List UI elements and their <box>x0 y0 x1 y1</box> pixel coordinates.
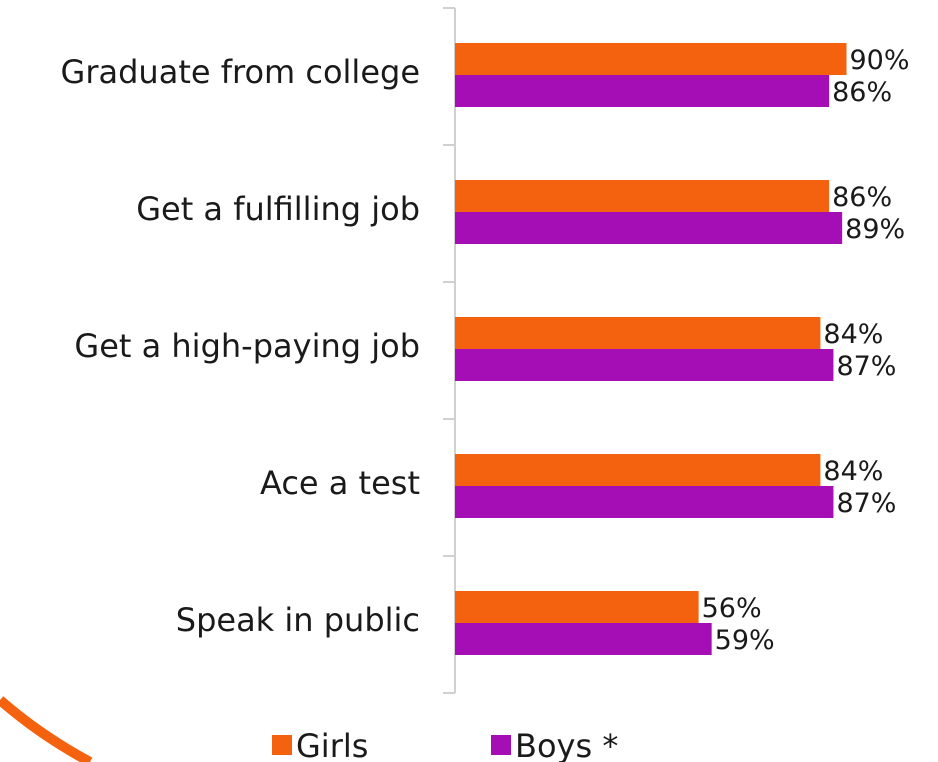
value-label: 59% <box>715 625 775 656</box>
value-label: 86% <box>832 182 892 213</box>
category-labels: Graduate from college Get a fulfilling jo… <box>61 53 420 639</box>
decorative-arc <box>0 696 93 762</box>
boys-bar <box>455 212 843 244</box>
category-label: Graduate from college <box>61 53 420 91</box>
category-label: Ace a test <box>260 464 420 502</box>
category-label: Speak in public <box>176 601 420 639</box>
legend-swatch <box>272 735 292 755</box>
axis-ticks <box>443 7 455 694</box>
girls-bar <box>455 591 699 623</box>
girls-bar <box>455 317 821 349</box>
category-label: Get a high-paying job <box>74 327 420 365</box>
boys-bar <box>455 623 712 655</box>
value-label: 86% <box>832 77 892 108</box>
value-label: 89% <box>845 214 905 245</box>
value-label: 90% <box>850 45 910 76</box>
girls-bar <box>455 43 847 75</box>
legend-label: Boys * <box>515 727 618 762</box>
value-label: 84% <box>823 456 883 487</box>
legend: Girls Boys * <box>272 727 618 762</box>
boys-bar <box>455 486 834 518</box>
value-label: 87% <box>836 488 896 519</box>
legend-label: Girls <box>296 727 368 762</box>
value-label: 84% <box>823 319 883 350</box>
bars <box>455 43 847 655</box>
value-label: 56% <box>702 593 762 624</box>
girls-bar <box>455 454 821 486</box>
category-label: Get a fulfilling job <box>136 190 420 228</box>
value-label: 87% <box>836 351 896 382</box>
legend-swatch <box>491 735 511 755</box>
boys-bar <box>455 349 834 381</box>
girls-bar <box>455 180 830 212</box>
value-labels: 90%86%86%89%84%87%84%87%56%59% <box>702 45 910 656</box>
boys-bar <box>455 75 830 107</box>
